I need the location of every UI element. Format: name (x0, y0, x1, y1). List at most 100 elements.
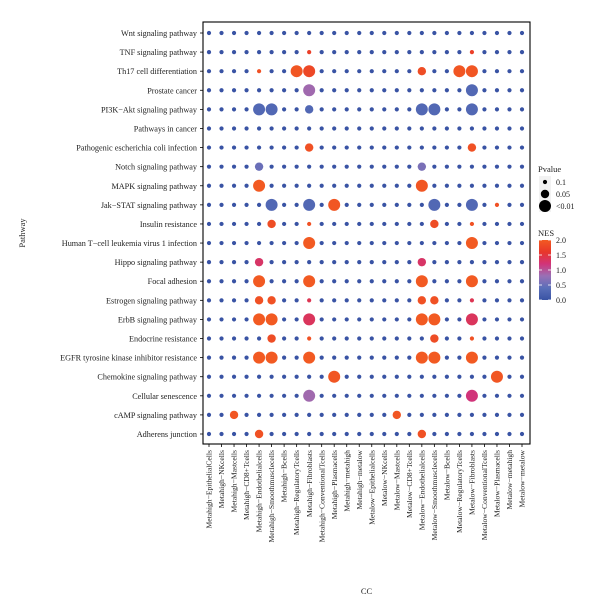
dot (294, 126, 299, 131)
column-label: Metalow−RegulatoryTcells (455, 450, 464, 533)
dot (256, 126, 262, 131)
dot (482, 431, 487, 437)
dot (344, 49, 349, 55)
dot (244, 107, 249, 112)
dot (382, 221, 387, 227)
column-label: Metahigh−metalow (355, 449, 364, 509)
dot (382, 88, 387, 93)
dot (394, 298, 399, 303)
dot (304, 143, 314, 152)
dot (294, 355, 299, 360)
dot (282, 336, 287, 341)
dot (219, 279, 224, 284)
dot (254, 162, 264, 171)
dot (419, 393, 424, 398)
dot (457, 298, 462, 303)
dot (344, 183, 349, 188)
column-label: Metalow−NKcells (380, 450, 389, 506)
dot (507, 240, 512, 246)
dot (369, 240, 374, 246)
dot (482, 374, 487, 379)
dot (282, 183, 287, 188)
dot (231, 221, 237, 227)
dot (332, 336, 337, 341)
dot (465, 275, 478, 288)
dot (428, 351, 441, 364)
dot (457, 164, 462, 169)
dot (432, 49, 437, 55)
dot (457, 260, 462, 265)
dot (206, 279, 212, 284)
dot (444, 30, 449, 36)
dot (231, 126, 237, 131)
row-label: PI3K−Akt signaling pathway (101, 105, 198, 114)
dot (432, 279, 437, 284)
dot (219, 298, 224, 303)
dot (282, 431, 287, 437)
dot (457, 412, 462, 418)
dot (444, 374, 449, 379)
dot (507, 317, 512, 322)
dot (332, 69, 337, 74)
dot (382, 431, 387, 437)
dot (444, 336, 449, 341)
dot (319, 145, 324, 150)
column-label: Metahigh−Mastcells (230, 450, 239, 513)
dot (419, 412, 424, 418)
dot (253, 313, 266, 326)
dot (294, 164, 299, 169)
dot (369, 393, 374, 398)
dot (407, 202, 412, 207)
column-label: Metahigh−Endothelialcells (255, 450, 264, 532)
dot (244, 49, 249, 55)
row-label: Endocrine resistance (129, 335, 197, 344)
dot (294, 240, 299, 246)
dot (282, 164, 287, 169)
dot (319, 69, 324, 74)
dot (244, 412, 249, 418)
dot (382, 164, 387, 169)
dot (219, 336, 224, 341)
dot (432, 412, 437, 418)
dot (206, 49, 212, 55)
dot (256, 145, 262, 150)
dot (231, 393, 237, 398)
dot (369, 355, 374, 360)
dot (482, 279, 487, 284)
dot (282, 69, 287, 74)
dot (432, 240, 437, 246)
dot (507, 374, 512, 379)
dot (382, 30, 387, 36)
dot (432, 164, 437, 169)
row-labels: Wnt signaling pathway TNF signaling pathw… (60, 29, 198, 439)
dot (494, 88, 500, 93)
dot (303, 84, 316, 97)
dot (394, 69, 399, 74)
dot (507, 30, 512, 36)
dot (332, 317, 337, 322)
dot (417, 162, 427, 171)
dot (407, 393, 412, 398)
dot (432, 30, 437, 36)
dot (407, 183, 412, 188)
dot (269, 164, 274, 169)
column-label: Metahigh−Smoothmusclecells (267, 450, 276, 542)
dot (432, 393, 437, 398)
dot (231, 355, 237, 360)
dot (444, 355, 449, 360)
dot (229, 410, 239, 420)
dot (407, 279, 412, 284)
dot (444, 240, 449, 246)
dot (382, 49, 387, 55)
dot (294, 431, 299, 437)
dot (407, 88, 412, 93)
dot (319, 317, 324, 322)
dot (417, 66, 427, 76)
dot (319, 126, 324, 131)
dot (369, 298, 374, 303)
dot (357, 145, 362, 150)
dot (269, 69, 274, 74)
legend-nes-label: 1.5 (556, 251, 566, 260)
dot (369, 431, 374, 437)
column-label: Metahigh−CD8+Tcells (242, 450, 251, 520)
